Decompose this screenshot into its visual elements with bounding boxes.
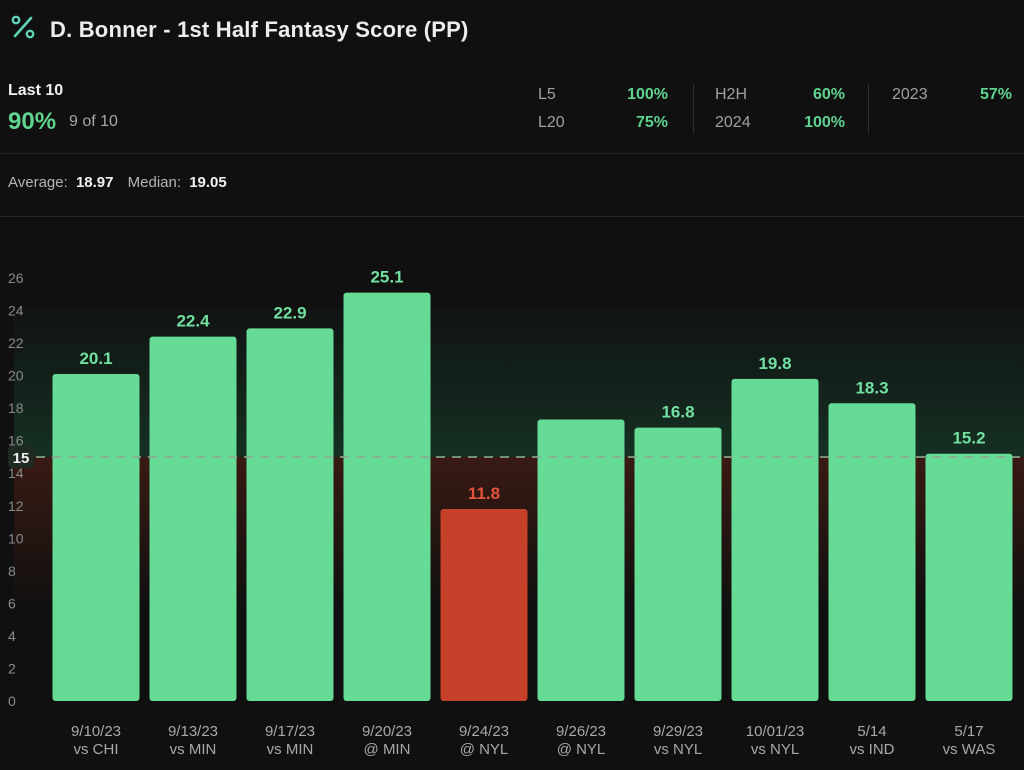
x-tick-opponent: @ MIN — [364, 741, 411, 758]
divider — [693, 84, 694, 134]
stat-label-h2h: H2H — [715, 86, 748, 103]
bar — [731, 378, 819, 701]
y-tick-label: 8 — [8, 563, 16, 579]
bar — [52, 373, 140, 701]
stat-label-2024: 2024 — [715, 114, 751, 131]
x-tick-date: 9/13/23 — [168, 723, 218, 740]
stat-value-l20: 75% — [635, 114, 668, 131]
bar — [925, 453, 1013, 701]
bar — [246, 328, 334, 701]
x-tick-date: 9/29/23 — [653, 723, 703, 740]
y-tick-label: 0 — [8, 693, 16, 709]
last-10-percentage: 90% — [8, 108, 57, 135]
bar-value-label: 19.8 — [758, 354, 791, 373]
stat-value-2023: 57% — [979, 86, 1012, 103]
stat-label-2023: 2023 — [892, 86, 928, 103]
x-tick-opponent: vs MIN — [267, 741, 314, 758]
median-value: 19.05 — [189, 174, 227, 191]
bar — [634, 427, 722, 701]
line-label-bg — [8, 445, 34, 468]
bar-value-label: 15.2 — [952, 429, 985, 448]
bar-value-label: 16.8 — [661, 403, 694, 422]
line-label: 15 — [13, 450, 30, 467]
average-median-row: Average: 18.97 Median: 19.05 — [8, 174, 227, 191]
x-tick-opponent: vs CHI — [74, 741, 119, 758]
hit-rate-summary: Last 10 90% 9 of 10 L5 100% L20 75% H2H … — [0, 62, 1024, 154]
x-tick-opponent: @ NYL — [460, 741, 509, 758]
average-label: Average: — [8, 174, 68, 191]
x-tick-date: 5/17 — [954, 723, 983, 740]
y-tick-label: 20 — [8, 368, 24, 384]
stat-value-2024: 100% — [804, 114, 845, 131]
bar — [343, 292, 431, 701]
y-tick-label: 4 — [8, 628, 16, 644]
x-tick-date: 9/26/23 — [556, 723, 606, 740]
y-tick-label: 16 — [8, 433, 24, 449]
divider — [0, 153, 1024, 154]
divider — [868, 84, 869, 134]
bar-value-label: 11.8 — [468, 484, 500, 503]
x-tick-date: 9/24/23 — [459, 723, 509, 740]
last-10-label: Last 10 — [8, 82, 64, 99]
y-tick-label: 26 — [8, 270, 24, 286]
percent-icon — [11, 15, 35, 39]
x-tick-opponent: @ NYL — [557, 741, 606, 758]
x-tick-opponent: vs NYL — [654, 741, 702, 758]
last-10-count: 9 of 10 — [69, 113, 118, 130]
bar — [537, 419, 625, 701]
x-tick-opponent: vs IND — [850, 741, 895, 758]
x-tick-opponent: vs MIN — [170, 741, 217, 758]
bar — [828, 403, 916, 701]
y-tick-label: 24 — [8, 303, 24, 319]
bar-value-label: 25.1 — [370, 268, 403, 287]
median-label: Median: — [127, 174, 182, 191]
bar — [149, 336, 237, 701]
divider — [0, 216, 1024, 217]
y-tick-label: 18 — [8, 400, 24, 416]
x-tick-opponent: vs NYL — [751, 741, 799, 758]
bar-value-label: 18.3 — [855, 378, 888, 397]
y-tick-label: 12 — [8, 498, 24, 514]
y-tick-label: 14 — [8, 465, 24, 481]
bar — [440, 509, 528, 701]
x-tick-date: 5/14 — [857, 723, 886, 740]
stat-label-l20: L20 — [538, 114, 565, 131]
x-tick-date: 9/20/23 — [362, 723, 412, 740]
bar-value-label: 22.4 — [176, 312, 210, 331]
stat-label-l5: L5 — [538, 86, 556, 103]
y-tick-label: 10 — [8, 530, 24, 546]
x-tick-date: 9/10/23 — [71, 723, 121, 740]
average-value: 18.97 — [75, 174, 114, 191]
bar-value-label: 20.1 — [79, 349, 112, 368]
header: D. Bonner - 1st Half Fantasy Score (PP) — [0, 0, 1024, 62]
stat-value-l5: 100% — [627, 86, 668, 103]
y-tick-label: 22 — [8, 335, 24, 351]
y-tick-label: 2 — [8, 660, 16, 676]
page-title: D. Bonner - 1st Half Fantasy Score (PP) — [50, 17, 469, 42]
x-tick-date: 9/17/23 — [265, 723, 315, 740]
bar-value-label: 22.9 — [273, 303, 306, 322]
stat-value-h2h: 60% — [812, 86, 845, 103]
x-tick-opponent: vs WAS — [943, 741, 996, 758]
y-tick-label: 6 — [8, 595, 16, 611]
x-tick-date: 10/01/23 — [746, 723, 804, 740]
